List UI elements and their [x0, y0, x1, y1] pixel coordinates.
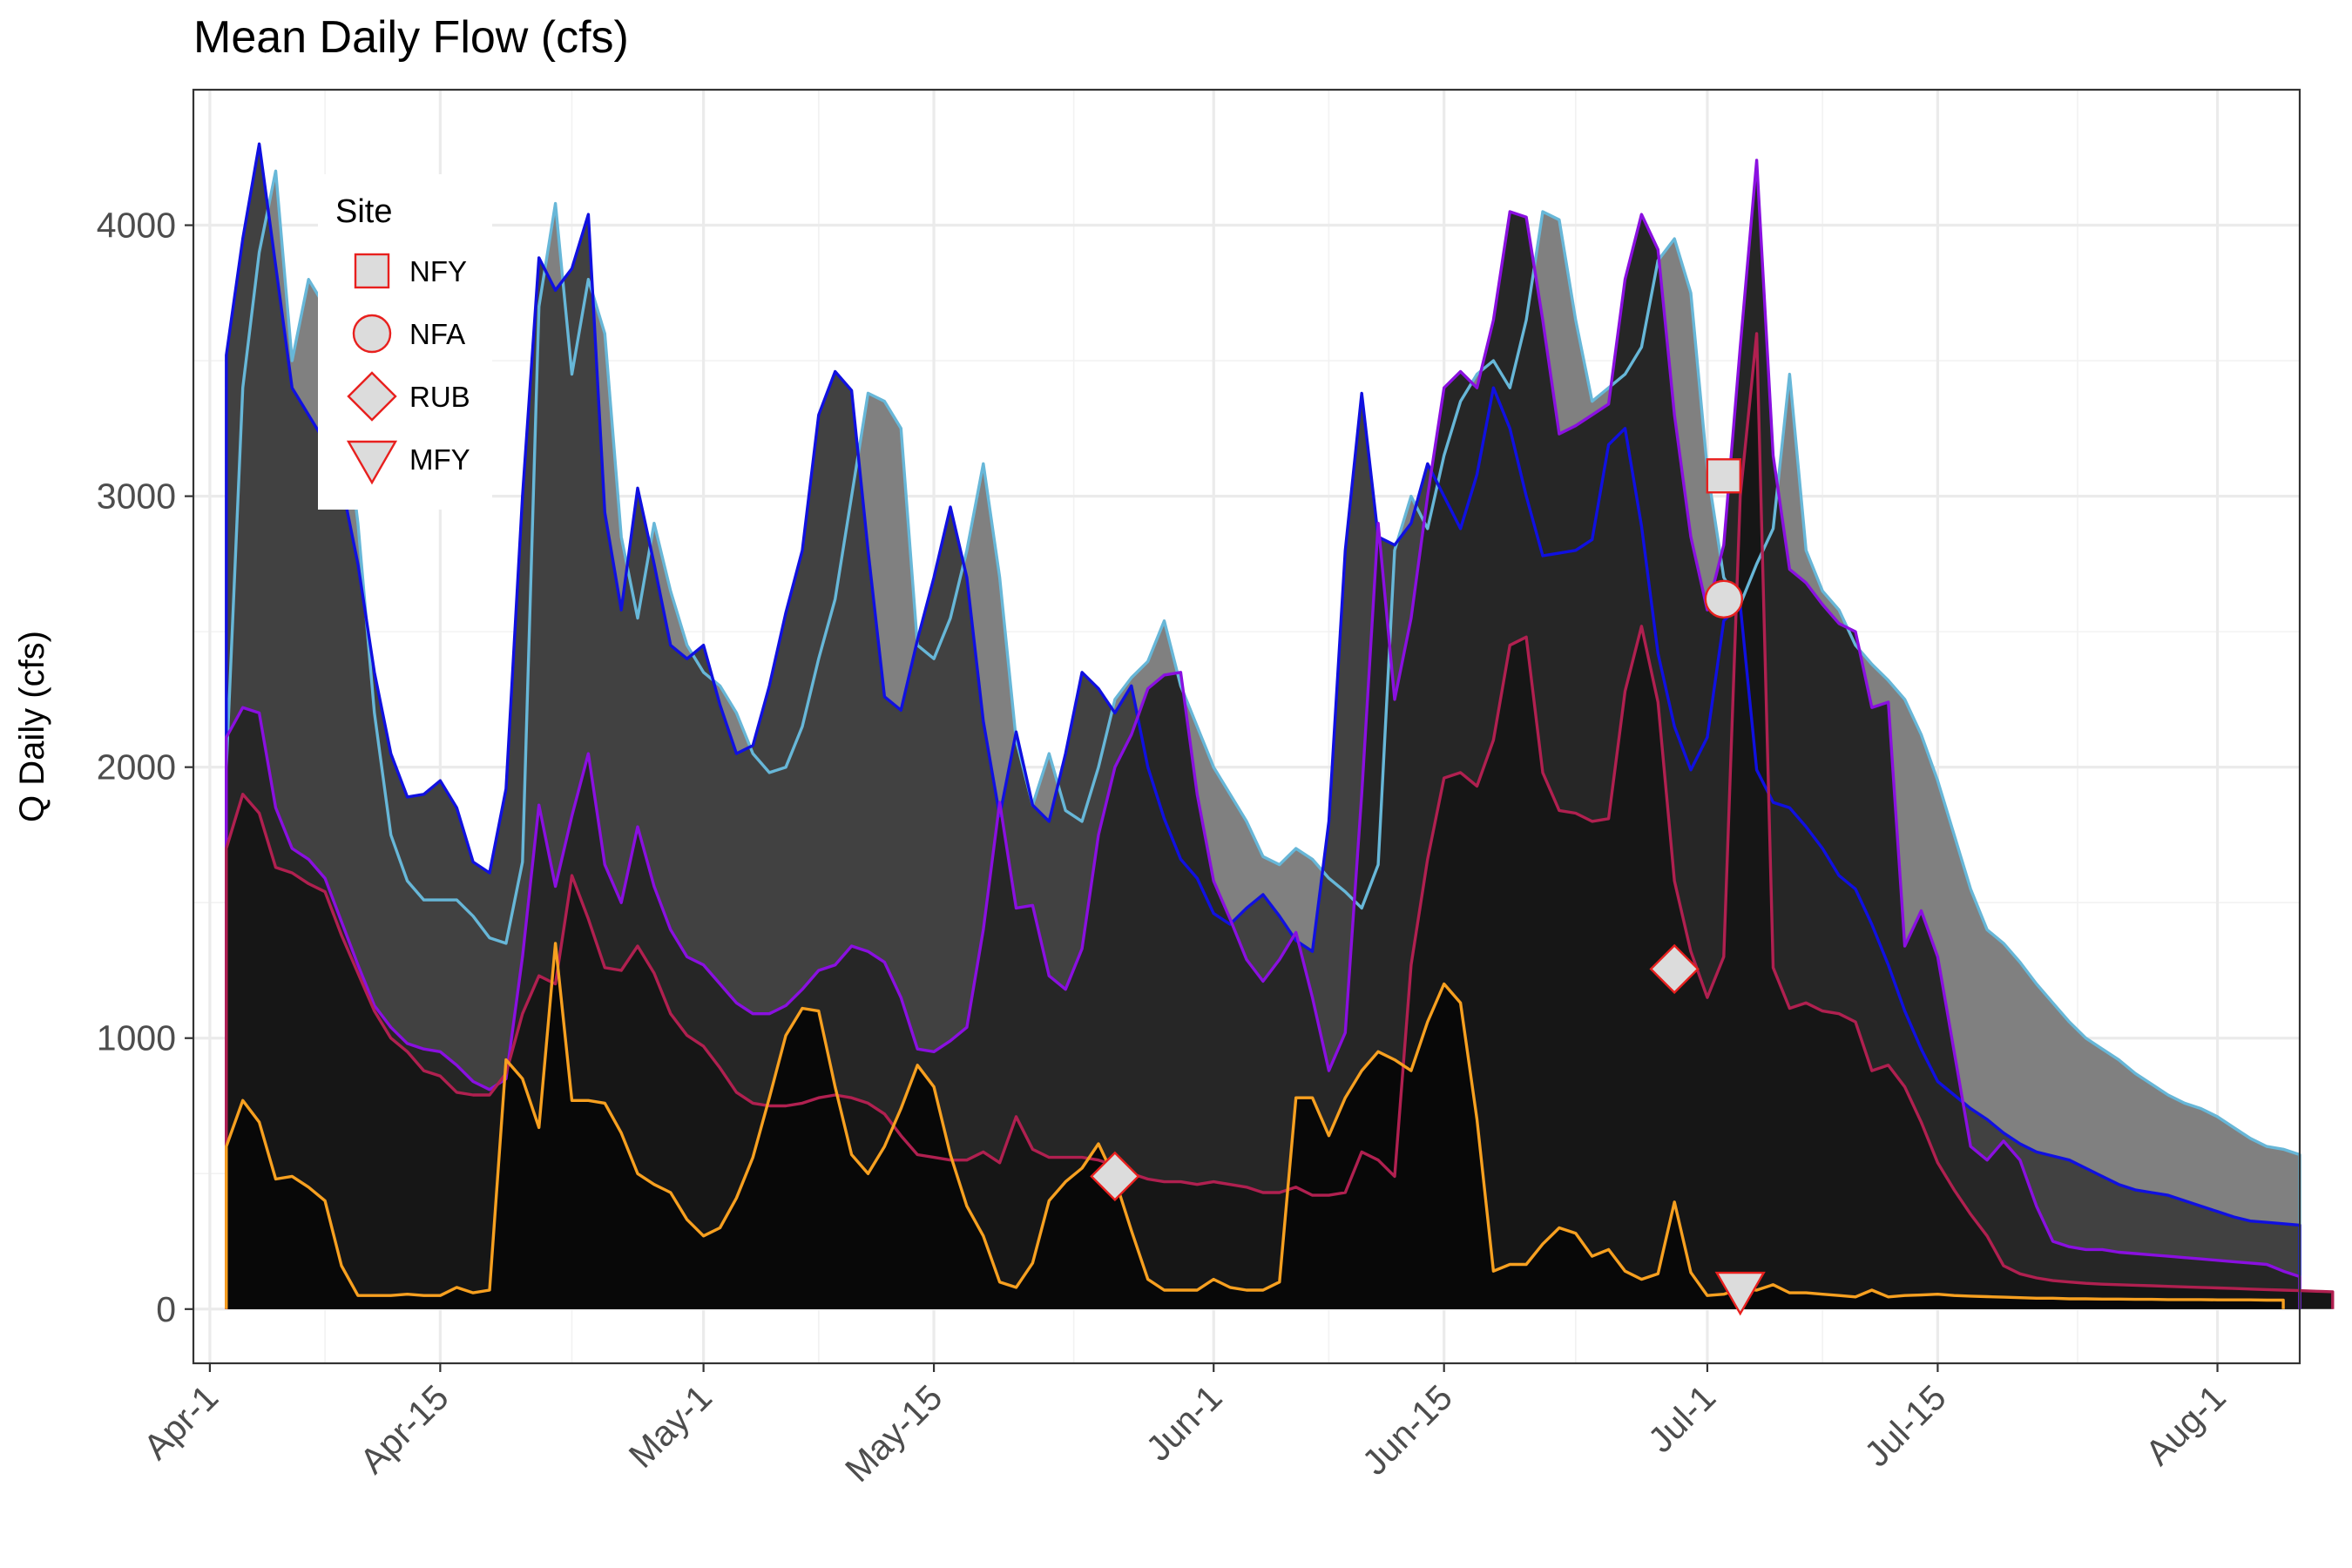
- y-axis: 0 1000 2000 3000 4000: [97, 206, 193, 1329]
- marker-nfa: [1704, 579, 1744, 618]
- series-line-2: [225, 142, 2301, 1309]
- x-tick-label: Apr-15: [352, 1377, 456, 1482]
- x-tick-label: May-15: [837, 1377, 950, 1490]
- legend: Site NFY NFA RUB MFY: [318, 174, 492, 510]
- marker-rub: [1649, 943, 1700, 995]
- x-tick-label: Jun-1: [1139, 1377, 1230, 1469]
- x-axis: Apr-1 Apr-15 May-1 May-15 Jun-1 Jun-15 Jul-1 Ju…: [136, 1363, 2234, 1490]
- chart-title: Mean Daily Flow (cfs): [193, 12, 629, 63]
- series-line-3: [225, 159, 2301, 1309]
- legend-key-nfy: [354, 253, 390, 289]
- x-tick-label: May-1: [621, 1377, 720, 1476]
- legend-key-mfy: [346, 440, 398, 485]
- event-markers: [1090, 458, 1766, 1316]
- y-tick-label: 0: [156, 1289, 176, 1329]
- plot-border: [192, 88, 2301, 1365]
- x-tick-label: Jul-1: [1640, 1377, 1723, 1460]
- legend-label-nfa: NFA: [409, 318, 465, 350]
- flow-lines: [225, 142, 2335, 1309]
- legend-background: [318, 174, 492, 510]
- x-tick-label: Apr-1: [136, 1377, 226, 1467]
- legend-label-mfy: MFY: [409, 443, 470, 476]
- series-area-5: [226, 943, 2284, 1309]
- series-area-4: [226, 334, 2333, 1309]
- marker-mfy: [1714, 1271, 1766, 1316]
- series-line-4: [225, 332, 2335, 1309]
- x-tick-label: Jun-15: [1355, 1377, 1460, 1483]
- y-tick-label: 4000: [97, 206, 176, 246]
- legend-key-rub: [347, 371, 397, 422]
- marker-nfy: [1706, 458, 1742, 494]
- x-tick-label: Jul-15: [1856, 1377, 1953, 1474]
- marker-rub: [1090, 1151, 1140, 1202]
- series-line-1: [225, 169, 2301, 1309]
- legend-title: Site: [335, 193, 392, 230]
- series-line-5: [225, 942, 2285, 1309]
- y-tick-label: 3000: [97, 476, 176, 517]
- legend-label-rub: RUB: [409, 381, 470, 413]
- legend-label-nfy: NFY: [409, 255, 467, 287]
- y-axis-title: Q Daily (cfs): [13, 631, 51, 822]
- x-tick-label: Aug-1: [2138, 1377, 2234, 1473]
- y-tick-label: 1000: [97, 1018, 176, 1058]
- legend-key-nfa: [352, 314, 392, 354]
- y-tick-label: 2000: [97, 747, 176, 787]
